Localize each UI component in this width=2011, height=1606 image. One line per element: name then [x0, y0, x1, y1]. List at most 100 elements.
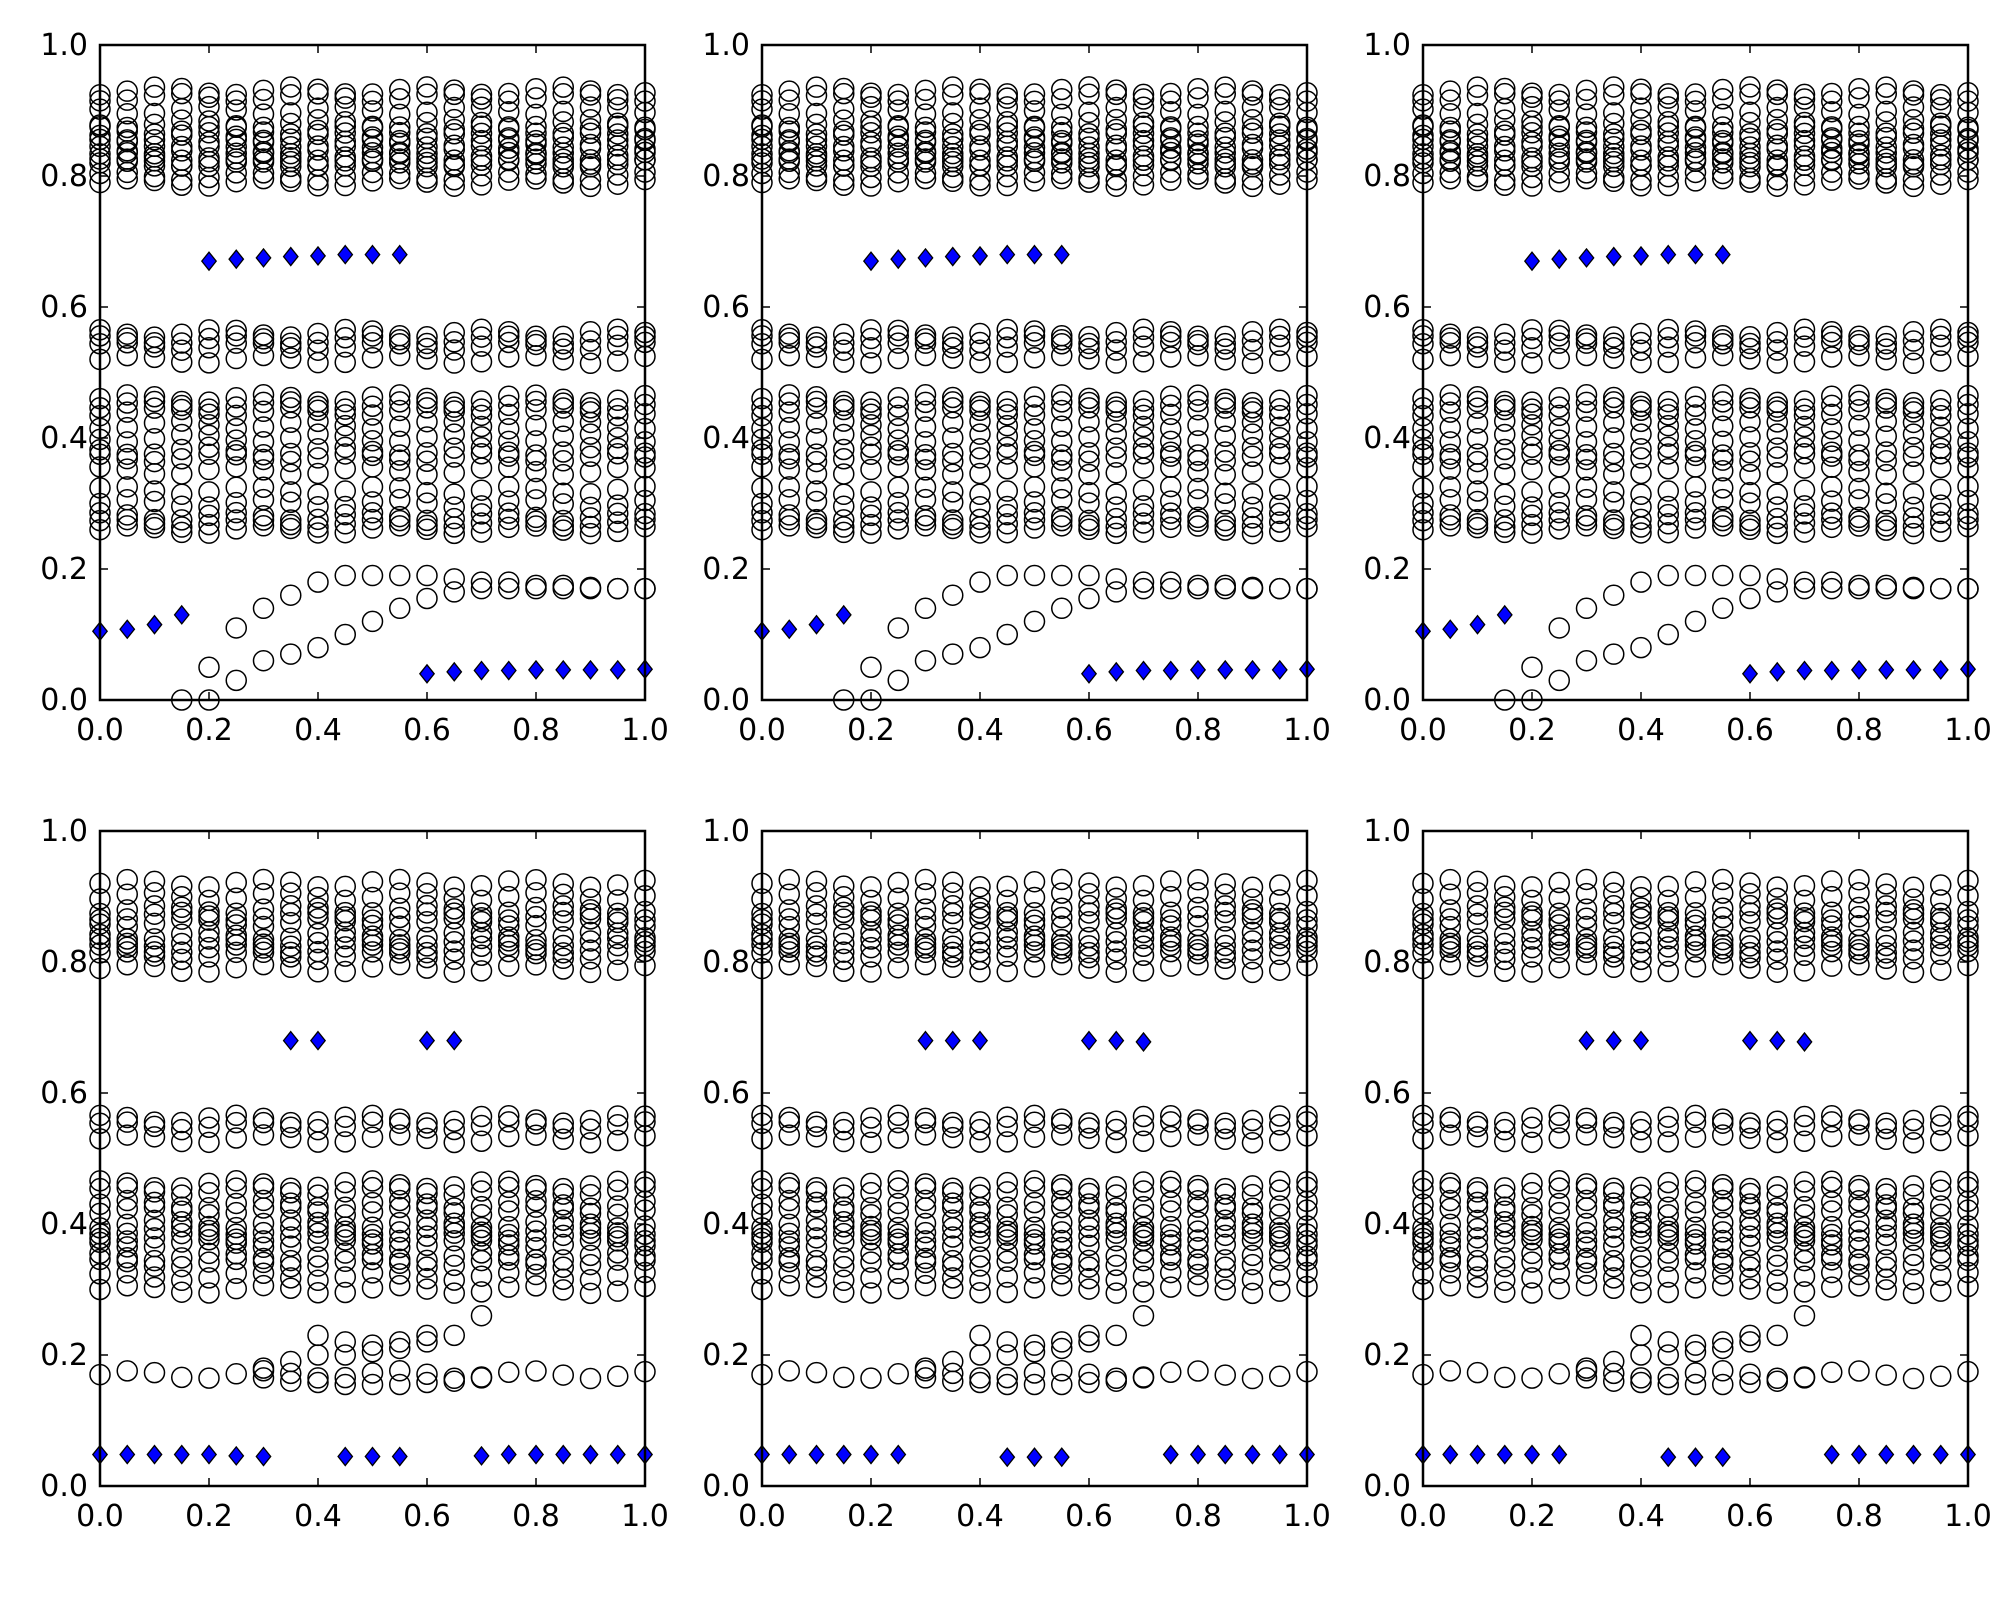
circle-marker [1466, 84, 1489, 107]
circle-marker [1603, 1177, 1625, 1199]
circle-marker [1603, 1126, 1625, 1149]
circle-marker [307, 516, 329, 538]
circle-marker [607, 934, 629, 957]
circle-marker [1575, 79, 1598, 102]
circle-marker [1902, 80, 1925, 102]
circle-marker [171, 875, 193, 897]
circle-marker [1739, 1182, 1761, 1205]
circle-marker [1575, 515, 1598, 537]
diamond-marker [1026, 244, 1043, 265]
circle-marker [1766, 391, 1788, 414]
circle-marker [525, 1249, 547, 1271]
circle-marker [334, 390, 356, 413]
circle-marker [1821, 141, 1843, 164]
subplot-row2-col1: 0.0 0.2 0.4 0.6 0.8 1.0 0.0 0.2 0.4 0.6 0.8 1.0 [20, 814, 680, 1606]
circle-marker [1466, 385, 1489, 408]
circle-marker [252, 88, 275, 111]
circle-marker [171, 1269, 193, 1292]
circle-marker [1793, 129, 1816, 152]
circle-marker [1105, 568, 1127, 590]
circle-marker [1078, 76, 1100, 98]
circle-marker [1078, 564, 1100, 587]
circle-marker [334, 480, 356, 502]
circle-marker [1712, 1337, 1734, 1360]
circle-marker [389, 459, 411, 482]
circle-marker [1051, 934, 1073, 956]
circle-marker [307, 1282, 329, 1304]
circle-marker [778, 915, 800, 938]
circle-marker [470, 495, 493, 517]
diamond-marker [1244, 1444, 1261, 1465]
diamond-marker [1823, 1444, 1840, 1465]
circle-marker [389, 1221, 411, 1243]
circle-marker [1739, 111, 1761, 134]
circle-marker [579, 961, 602, 984]
circle-marker [1902, 1253, 1925, 1276]
circle-marker [1160, 577, 1182, 600]
circle-marker [334, 174, 356, 197]
circle-marker [1439, 1176, 1461, 1199]
circle-marker [778, 476, 800, 498]
circle-marker [1739, 1209, 1761, 1231]
diamond-marker [391, 244, 408, 265]
circle-marker [225, 116, 247, 139]
circle-marker [1187, 574, 1209, 597]
circle-marker [1712, 1252, 1734, 1275]
circle-marker [805, 443, 828, 465]
circle-marker [1793, 906, 1816, 929]
circle-marker [280, 84, 302, 106]
circle-marker [252, 488, 275, 511]
circle-marker [116, 883, 138, 905]
circle-marker [1214, 450, 1236, 472]
circle-marker [1575, 509, 1598, 531]
circle-marker [1521, 398, 1543, 420]
circle-marker [1187, 896, 1209, 919]
circle-marker [143, 326, 166, 348]
circle-marker [1078, 387, 1100, 410]
diamond-marker [473, 660, 490, 681]
circle-marker [942, 882, 964, 904]
circle-marker [1494, 390, 1516, 413]
circle-marker [1684, 90, 1707, 113]
circle-marker [280, 112, 302, 135]
circle-marker [225, 476, 247, 499]
circle-marker [1684, 1216, 1707, 1238]
circle-marker [1269, 144, 1291, 167]
circle-marker [198, 175, 220, 197]
circle-marker [1214, 168, 1236, 190]
circle-marker [1712, 449, 1734, 471]
circle-marker [1848, 414, 1870, 437]
circle-marker [1739, 1371, 1761, 1394]
circle-marker [171, 423, 193, 446]
diamond-marker [1796, 660, 1813, 681]
circle-marker [443, 1175, 465, 1198]
circle-marker [198, 110, 220, 132]
circle-marker [470, 1367, 493, 1389]
circle-marker [1875, 100, 1897, 123]
circle-marker [1023, 1126, 1046, 1148]
circle-marker [171, 948, 193, 971]
x-tick-label: 0.2 [185, 713, 233, 748]
circle-marker [1078, 894, 1100, 917]
circle-marker [1187, 1360, 1209, 1382]
circle-marker [334, 1204, 356, 1226]
circle-marker [334, 1171, 356, 1194]
circle-marker [416, 337, 438, 360]
circle-marker [361, 1191, 384, 1214]
circle-marker [942, 935, 964, 957]
diamond-marker [418, 1030, 436, 1051]
circle-marker [1766, 1202, 1788, 1224]
circle-marker [1132, 1180, 1155, 1202]
circle-marker [280, 927, 302, 949]
diamond-marker [1741, 663, 1759, 684]
circle-marker [1439, 80, 1461, 102]
circle-marker [1187, 1113, 1209, 1135]
circle-marker [579, 1131, 602, 1154]
circle-marker [942, 155, 964, 178]
circle-marker [1105, 1202, 1127, 1224]
circle-marker [1132, 521, 1155, 543]
circle-marker [1023, 90, 1046, 113]
circle-marker [1603, 1350, 1625, 1373]
circle-marker [1793, 1216, 1816, 1239]
circle-marker [860, 424, 882, 447]
